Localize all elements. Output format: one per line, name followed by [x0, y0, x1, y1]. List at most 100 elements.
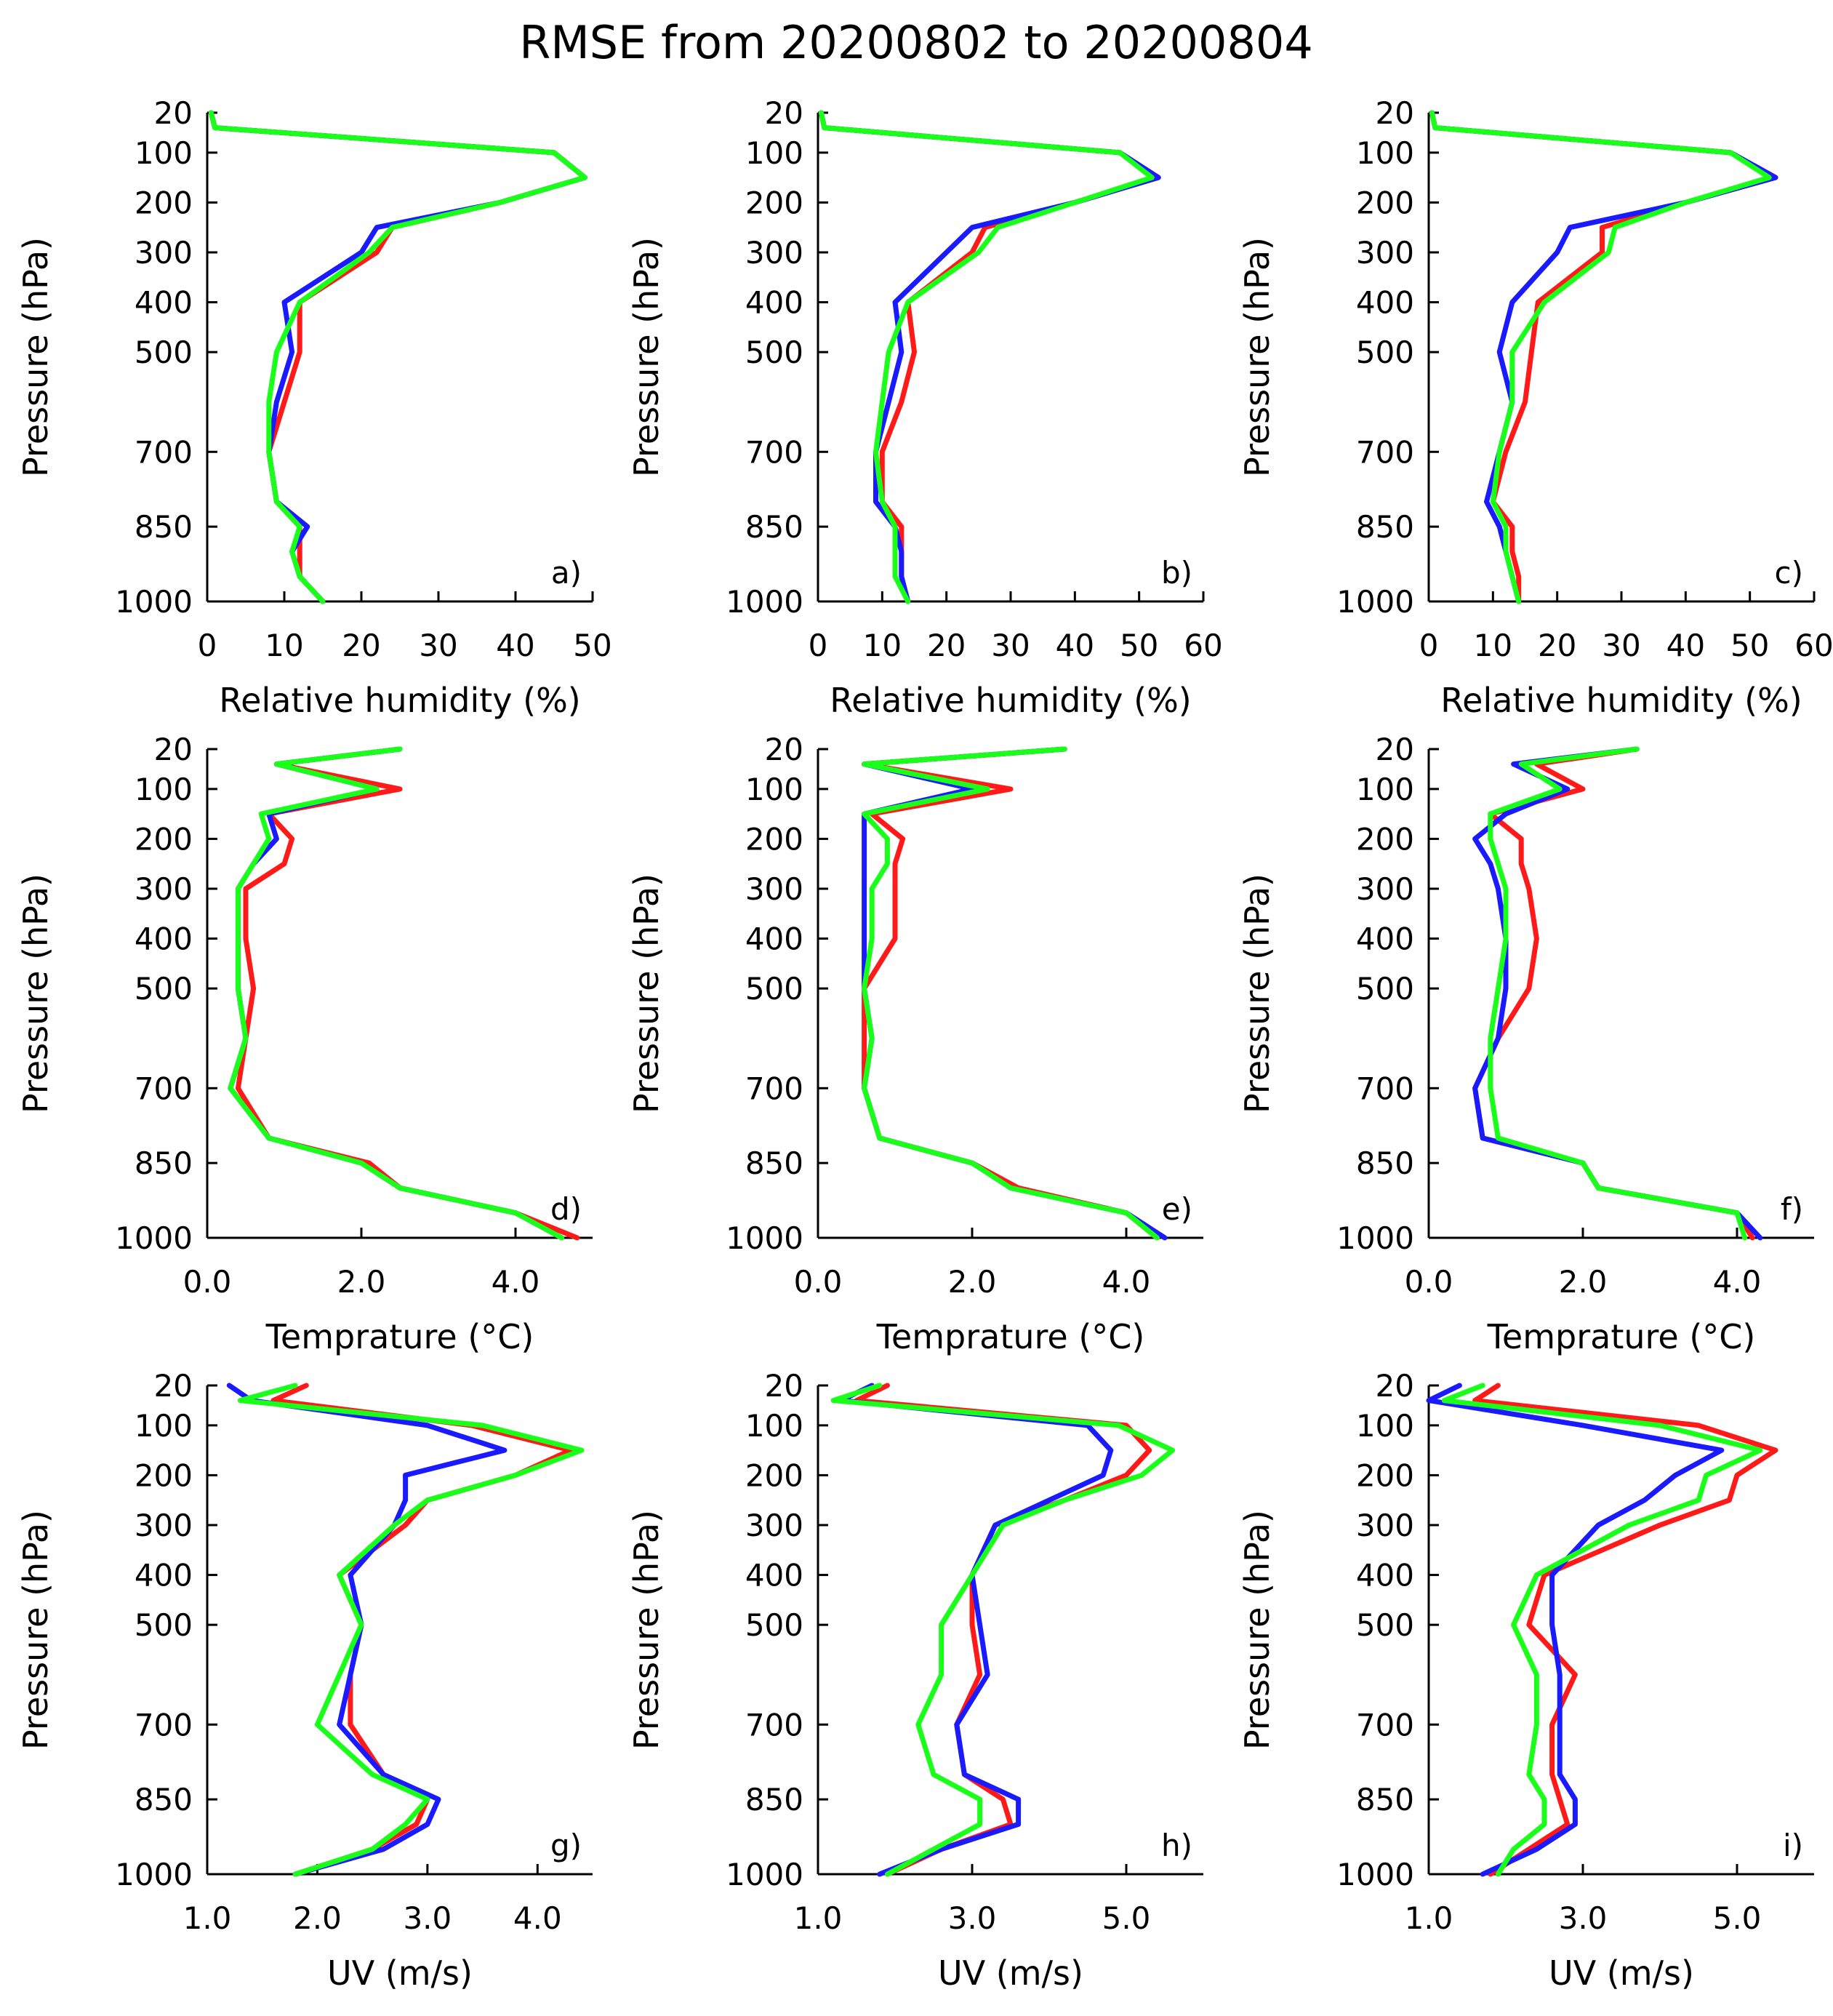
- y-tick-label: 20: [1376, 732, 1414, 767]
- panel-label: c): [1775, 555, 1803, 591]
- series-line-3: [237, 1383, 585, 1877]
- panel-label: b): [1161, 555, 1192, 591]
- y-tick-label: 500: [1356, 335, 1414, 370]
- y-tick-label: 400: [745, 285, 803, 321]
- x-tick-label: 4.0: [513, 1900, 562, 1936]
- y-axis-label: Pressure (hPa): [1238, 1510, 1277, 1750]
- y-tick-label: 100: [1356, 1408, 1414, 1444]
- series-line-1: [818, 110, 1161, 604]
- figure-title: RMSE from 20200802 to 20200804: [519, 16, 1313, 69]
- y-tick-label: 850: [745, 1145, 803, 1181]
- y-tick-label: 20: [154, 1368, 193, 1404]
- y-tick-label: 300: [745, 1508, 803, 1543]
- panel-label: d): [550, 1191, 582, 1227]
- y-tick-label: 500: [135, 1607, 193, 1643]
- y-axis-label: Pressure (hPa): [16, 873, 55, 1113]
- y-tick-label: 700: [745, 1071, 803, 1106]
- x-tick-label: 3.0: [948, 1900, 997, 1936]
- x-tick-label: 4.0: [1102, 1264, 1151, 1300]
- y-tick-label: 20: [1376, 95, 1414, 131]
- series-line-3: [1441, 1383, 1763, 1877]
- series-line-1: [862, 746, 1160, 1241]
- y-tick-label: 400: [1356, 921, 1414, 957]
- y-tick-label: 700: [135, 1707, 193, 1743]
- y-tick-label: 1000: [1336, 584, 1414, 620]
- y-axis-label: Pressure (hPa): [16, 1510, 55, 1750]
- x-tick-label: 3.0: [403, 1900, 452, 1936]
- y-tick-label: 700: [1356, 434, 1414, 470]
- y-tick-label: 700: [745, 1707, 803, 1743]
- y-tick-label: 1000: [726, 1857, 803, 1892]
- x-tick-label: 2.0: [1559, 1264, 1608, 1300]
- series-line-2: [838, 1383, 1114, 1877]
- x-tick-label: 2.0: [948, 1264, 997, 1300]
- x-tick-label: 3.0: [1559, 1900, 1608, 1936]
- y-tick-label: 1000: [726, 1220, 803, 1256]
- y-tick-label: 500: [1356, 1607, 1414, 1643]
- x-tick-label: 1.0: [794, 1900, 843, 1936]
- y-tick-label: 500: [135, 335, 193, 370]
- x-tick-label: 1.0: [183, 1900, 232, 1936]
- y-tick-label: 500: [135, 971, 193, 1007]
- x-tick-label: 30: [1602, 628, 1640, 663]
- y-tick-label: 100: [1356, 772, 1414, 807]
- y-tick-label: 700: [745, 434, 803, 470]
- y-tick-label: 500: [745, 335, 803, 370]
- y-tick-label: 400: [1356, 285, 1414, 321]
- x-axis-label: UV (m/s): [1549, 1953, 1694, 1993]
- x-tick-label: 20: [342, 628, 380, 663]
- y-tick-label: 200: [745, 185, 803, 220]
- y-tick-label: 1000: [1336, 1857, 1414, 1892]
- series-line-1: [854, 1383, 1152, 1877]
- y-tick-label: 1000: [726, 584, 803, 620]
- panel-g: 20 100 200 300 400 500 700 850 1000 1.0 2.0 3.0 4.0 U…: [16, 1368, 593, 1993]
- y-tick-label: 300: [1356, 871, 1414, 907]
- series-line-1: [1472, 746, 1755, 1241]
- x-tick-label: 4.0: [492, 1264, 540, 1300]
- series-line-1: [235, 746, 580, 1241]
- x-tick-label: 4.0: [1713, 1264, 1762, 1300]
- panel-d: 20 100 200 300 400 500 700 850 1000 0.0 2.0 4.0 Temp…: [16, 732, 593, 1356]
- y-tick-label: 1000: [115, 584, 193, 620]
- y-tick-label: 200: [135, 1457, 193, 1493]
- x-axis-label: Relative humidity (%): [1440, 681, 1802, 720]
- y-tick-label: 850: [1356, 509, 1414, 545]
- y-tick-label: 100: [135, 1408, 193, 1444]
- y-axis-label: Pressure (hPa): [627, 1510, 666, 1750]
- y-tick-label: 20: [765, 1368, 803, 1404]
- y-tick-label: 400: [745, 921, 803, 957]
- y-tick-label: 200: [135, 821, 193, 857]
- y-tick-label: 850: [745, 509, 803, 545]
- x-tick-label: 30: [419, 628, 457, 663]
- series-line-2: [1429, 110, 1778, 604]
- y-tick-label: 200: [745, 821, 803, 857]
- y-tick-label: 400: [1356, 1558, 1414, 1593]
- x-tick-label: 20: [1538, 628, 1576, 663]
- series-line-2: [226, 1383, 508, 1877]
- y-tick-label: 700: [135, 1071, 193, 1106]
- x-axis-label: Temprature (°C): [265, 1317, 534, 1356]
- y-tick-label: 400: [135, 1558, 193, 1593]
- x-tick-label: 0: [1419, 628, 1439, 663]
- series-line-1: [1472, 1383, 1778, 1877]
- x-tick-label: 50: [1730, 628, 1769, 663]
- y-tick-label: 200: [745, 1457, 803, 1493]
- y-tick-label: 20: [1376, 1368, 1414, 1404]
- x-axis-label: Temprature (°C): [876, 1317, 1145, 1356]
- y-tick-label: 200: [135, 185, 193, 220]
- y-axis-label: Pressure (hPa): [1238, 237, 1277, 477]
- x-tick-label: 40: [1666, 628, 1705, 663]
- series-line-3: [1488, 746, 1748, 1241]
- y-tick-label: 850: [135, 509, 193, 545]
- y-tick-label: 850: [1356, 1145, 1414, 1181]
- panel-i: 20 100 200 300 400 500 700 850 1000 1.0 3.0 5.0 UV (…: [1238, 1368, 1814, 1993]
- y-tick-label: 400: [745, 1558, 803, 1593]
- y-axis-label: Pressure (hPa): [16, 237, 55, 477]
- y-tick-label: 200: [1356, 821, 1414, 857]
- x-tick-label: 0: [198, 628, 217, 663]
- x-tick-label: 2.0: [337, 1264, 386, 1300]
- series-line-3: [830, 1383, 1176, 1877]
